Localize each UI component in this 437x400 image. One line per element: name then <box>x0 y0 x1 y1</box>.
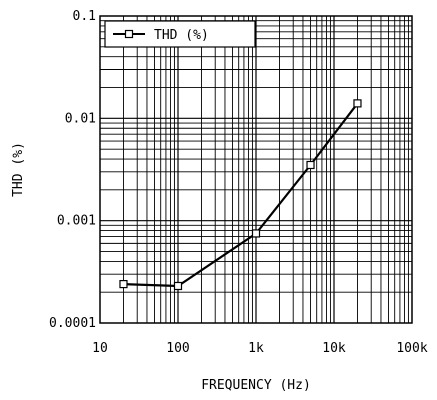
legend-marker <box>124 29 134 39</box>
data-point <box>353 99 362 108</box>
x-tick-label: 100 <box>166 341 189 356</box>
series-line <box>123 102 359 288</box>
y-tick-label: 0.001 <box>57 214 96 229</box>
x-axis-ticks: 10 100 1k 10k 100k <box>92 341 428 356</box>
y-tick-label: 0.1 <box>73 9 96 24</box>
y-tick-label: 0.0001 <box>49 316 96 331</box>
data-point <box>173 281 183 291</box>
x-tick-label: 10 <box>92 341 108 356</box>
x-tick-label: 1k <box>248 341 264 356</box>
grid <box>100 16 412 323</box>
y-axis-ticks: 0.0001 0.001 0.01 0.1 <box>49 9 96 331</box>
data-point <box>119 279 128 289</box>
x-axis-label: FREQUENCY (Hz) <box>201 378 311 393</box>
legend-entry-label: THD (%) <box>154 28 209 43</box>
plot-frame <box>99 15 413 324</box>
data-point <box>306 160 315 170</box>
x-tick-label: 100k <box>396 341 427 356</box>
data-point <box>251 229 261 238</box>
y-axis-label: THD (%) <box>11 142 26 197</box>
series-layer <box>119 99 362 291</box>
x-tick-label: 10k <box>322 341 346 356</box>
y-tick-label: 0.01 <box>65 111 96 126</box>
legend: THD (%) <box>104 20 256 48</box>
